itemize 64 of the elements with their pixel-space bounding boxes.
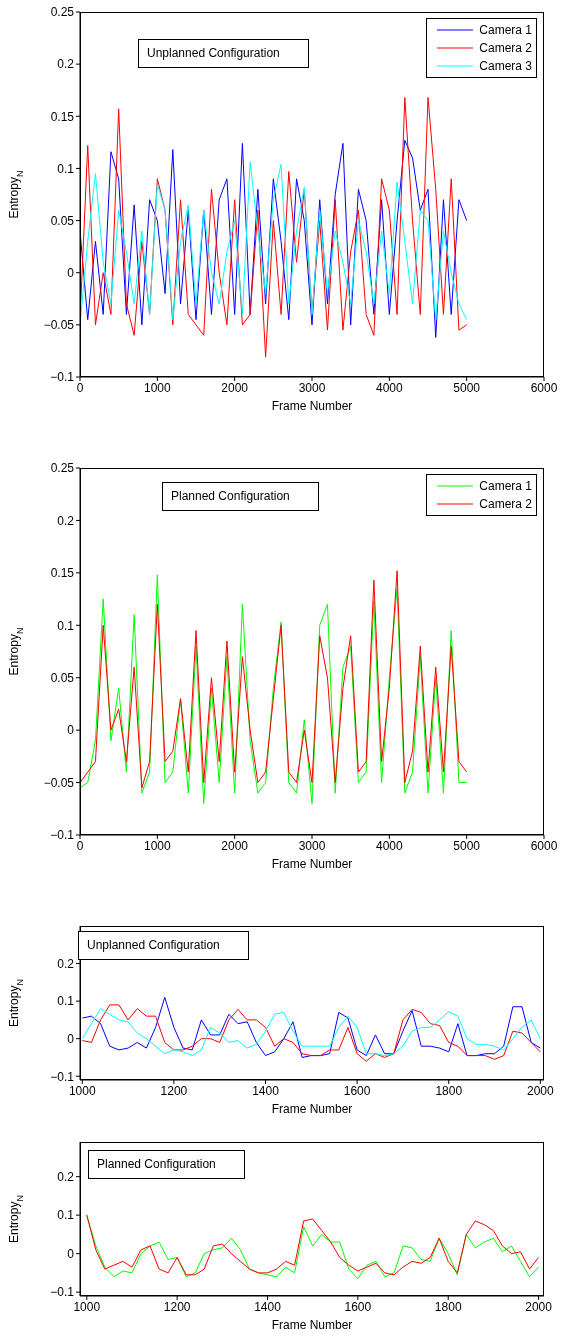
y-tick-label: 0.25 <box>50 5 75 20</box>
y-tick-label: −0.05 <box>43 775 75 790</box>
x-tick-label: 5000 <box>453 838 481 853</box>
y-tick-label: −0.1 <box>50 828 75 843</box>
x-tick-label: 3000 <box>298 838 326 853</box>
x-tick-label: 2000 <box>221 838 249 853</box>
line-series <box>81 996 541 1058</box>
x-tick-label: 1000 <box>73 1299 101 1314</box>
x-tick-label: 1600 <box>344 1299 372 1314</box>
y-tick-label: 0 <box>67 1031 75 1046</box>
x-tick-label: 6000 <box>530 838 558 853</box>
x-tick-label: 2000 <box>526 1083 555 1098</box>
x-tick-label: 1800 <box>434 1299 462 1314</box>
y-tick-label: 0.2 <box>57 57 75 72</box>
y-tick-label: 0.05 <box>50 213 75 228</box>
x-tick-label: 1600 <box>343 1083 371 1098</box>
x-tick-label: 1400 <box>252 1083 280 1098</box>
x-tick-label: 2000 <box>221 380 249 395</box>
y-tick-label: 0 <box>67 265 75 280</box>
x-tick-label: 1200 <box>163 1299 191 1314</box>
x-axis-title: Frame Number <box>271 1318 353 1332</box>
x-tick-label: 4000 <box>375 838 403 853</box>
x-tick-label: 6000 <box>530 380 558 395</box>
x-axis-title: Frame Number <box>271 1102 353 1116</box>
x-tick-label: 1200 <box>160 1083 188 1098</box>
x-tick-label: 2000 <box>525 1299 553 1314</box>
y-tick-label: 0.05 <box>50 670 75 685</box>
x-tick-label: 3000 <box>298 380 326 395</box>
y-tick-label: 0.2 <box>57 513 75 528</box>
line-series <box>80 139 468 338</box>
y-tick-label: 0.2 <box>57 1169 75 1184</box>
x-tick-label: 4000 <box>375 380 403 395</box>
y-tick-label: −0.1 <box>50 1069 75 1084</box>
x-tick-label: 1400 <box>254 1299 282 1314</box>
y-tick-label: 0.25 <box>50 461 75 476</box>
legend-label: Camera 2 <box>479 497 532 511</box>
y-tick-label: 0.15 <box>50 109 75 124</box>
x-axis-title: Frame Number <box>271 857 353 871</box>
y-tick-label: 0.1 <box>57 994 75 1009</box>
y-tick-label: 0.15 <box>50 566 75 581</box>
x-axis-title: Frame Number <box>271 399 353 413</box>
legend-label: Camera 3 <box>479 59 532 73</box>
annotation: Planned Configuration <box>88 1150 245 1179</box>
legend-label: Camera 2 <box>479 41 532 55</box>
x-tick-label: 1000 <box>143 838 171 853</box>
x-tick-label: 1800 <box>435 1083 463 1098</box>
y-tick-label: −0.05 <box>43 318 75 333</box>
y-tick-label: 0.1 <box>57 618 75 633</box>
line-series <box>80 97 468 358</box>
x-tick-label: 1000 <box>68 1083 96 1098</box>
y-tick-label: −0.1 <box>50 370 75 385</box>
x-tick-label: 5000 <box>453 380 481 395</box>
y-tick-label: 0.1 <box>57 1208 75 1223</box>
y-tick-label: 0.1 <box>57 161 75 176</box>
y-tick-label: 0.2 <box>57 956 75 971</box>
x-tick-label: 1000 <box>143 380 171 395</box>
y-tick-label: 0 <box>67 723 75 738</box>
y-tick-label: −0.1 <box>50 1285 75 1300</box>
legend-label: Camera 1 <box>479 23 532 37</box>
annotation: Unplanned Configuration <box>138 39 309 68</box>
legend-label: Camera 1 <box>479 479 532 493</box>
y-tick-label: 0 <box>67 1246 75 1261</box>
annotation: Planned Configuration <box>162 482 319 511</box>
annotation: Unplanned Configuration <box>78 931 249 960</box>
